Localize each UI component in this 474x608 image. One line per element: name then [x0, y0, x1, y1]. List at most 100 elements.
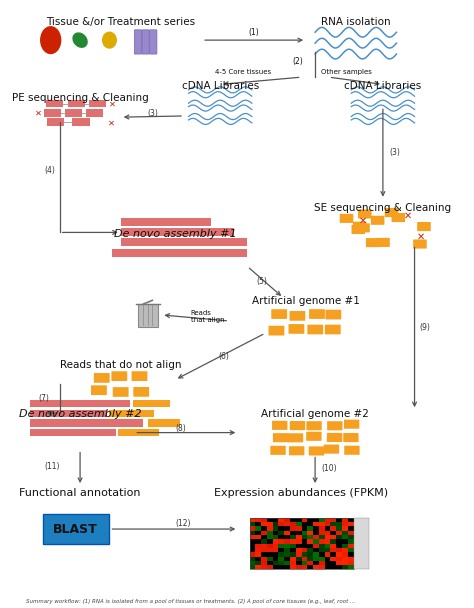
Bar: [255, 565, 261, 570]
Bar: [250, 556, 255, 561]
FancyBboxPatch shape: [138, 304, 158, 327]
FancyBboxPatch shape: [307, 325, 323, 334]
Bar: [284, 561, 290, 565]
Ellipse shape: [73, 33, 87, 47]
Bar: [255, 531, 261, 535]
Bar: [325, 527, 330, 531]
FancyBboxPatch shape: [269, 326, 284, 336]
Bar: [290, 561, 296, 565]
Bar: [330, 548, 336, 552]
Text: (7): (7): [38, 393, 49, 402]
FancyBboxPatch shape: [134, 30, 142, 54]
Bar: [342, 556, 348, 561]
Bar: [330, 561, 336, 565]
Bar: [284, 539, 290, 544]
Bar: [296, 548, 301, 552]
Bar: [319, 552, 325, 556]
Bar: [313, 544, 319, 548]
FancyBboxPatch shape: [324, 444, 339, 454]
Bar: [273, 552, 278, 556]
Bar: [261, 552, 267, 556]
Bar: [296, 539, 301, 544]
FancyBboxPatch shape: [344, 446, 360, 455]
FancyBboxPatch shape: [306, 432, 321, 441]
Bar: [296, 527, 301, 531]
Bar: [267, 552, 273, 556]
Bar: [301, 535, 307, 539]
Bar: [313, 518, 319, 522]
Bar: [296, 544, 301, 548]
Text: cDNA Libraries: cDNA Libraries: [344, 81, 421, 91]
Bar: [255, 522, 261, 527]
Bar: [336, 531, 342, 535]
Bar: [348, 522, 354, 527]
Bar: [278, 556, 284, 561]
Bar: [313, 556, 319, 561]
Bar: [342, 522, 348, 527]
FancyBboxPatch shape: [392, 213, 405, 222]
Bar: [301, 518, 307, 522]
Text: Artificial genome #2: Artificial genome #2: [261, 409, 369, 420]
Bar: [250, 548, 255, 552]
Bar: [325, 535, 330, 539]
Bar: [278, 531, 284, 535]
FancyBboxPatch shape: [327, 433, 342, 442]
Bar: [330, 552, 336, 556]
Text: De novo assembly #1: De novo assembly #1: [114, 229, 237, 239]
Bar: [278, 535, 284, 539]
FancyBboxPatch shape: [326, 309, 341, 319]
Bar: [348, 548, 354, 552]
Bar: [336, 522, 342, 527]
FancyBboxPatch shape: [132, 371, 147, 381]
Bar: [348, 565, 354, 570]
FancyBboxPatch shape: [376, 238, 390, 247]
FancyBboxPatch shape: [91, 385, 107, 395]
Bar: [313, 522, 319, 527]
Bar: [319, 561, 325, 565]
Bar: [342, 552, 348, 556]
FancyBboxPatch shape: [112, 249, 247, 257]
FancyBboxPatch shape: [30, 420, 143, 427]
FancyBboxPatch shape: [272, 421, 287, 430]
FancyBboxPatch shape: [327, 421, 343, 430]
Bar: [250, 522, 255, 527]
Bar: [284, 548, 290, 552]
Bar: [290, 518, 296, 522]
Bar: [284, 556, 290, 561]
Bar: [313, 561, 319, 565]
Text: Summary workflow: (1) RNA is isolated from a pool of tissues or treatments. (2) : Summary workflow: (1) RNA is isolated fr…: [26, 599, 355, 604]
FancyBboxPatch shape: [46, 100, 64, 108]
Bar: [273, 522, 278, 527]
Bar: [278, 548, 284, 552]
Bar: [296, 518, 301, 522]
Bar: [319, 531, 325, 535]
Bar: [336, 535, 342, 539]
Bar: [330, 522, 336, 527]
Bar: [348, 544, 354, 548]
Bar: [313, 565, 319, 570]
Bar: [342, 531, 348, 535]
Bar: [342, 539, 348, 544]
Bar: [348, 535, 354, 539]
Text: ✕: ✕: [109, 100, 116, 109]
Text: Artificial genome #1: Artificial genome #1: [252, 296, 360, 306]
Bar: [354, 518, 369, 570]
FancyBboxPatch shape: [417, 222, 431, 231]
Bar: [336, 539, 342, 544]
Bar: [301, 556, 307, 561]
Bar: [284, 531, 290, 535]
Bar: [330, 556, 336, 561]
Bar: [261, 539, 267, 544]
Bar: [284, 565, 290, 570]
Bar: [348, 539, 354, 544]
Bar: [307, 522, 313, 527]
Bar: [336, 518, 342, 522]
Bar: [348, 556, 354, 561]
Bar: [342, 518, 348, 522]
FancyBboxPatch shape: [113, 387, 128, 397]
Bar: [255, 535, 261, 539]
Bar: [284, 552, 290, 556]
Bar: [250, 544, 255, 548]
Bar: [273, 518, 278, 522]
Bar: [261, 522, 267, 527]
